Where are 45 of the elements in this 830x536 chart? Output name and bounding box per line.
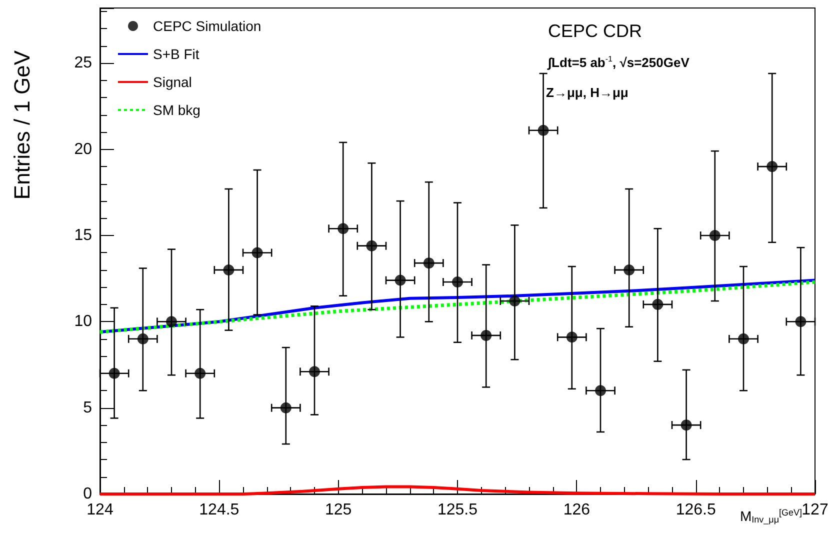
point [795,316,806,328]
annotation: Z→μμ, H→μμ [546,85,628,100]
point [595,385,606,396]
point [280,402,292,414]
y-axis-title: Entries / 1 GeV [10,50,34,200]
point [709,230,720,241]
x-tick-label: 126.5 [676,502,716,518]
point [566,332,578,343]
point [423,258,434,269]
point [137,333,148,344]
x-tick-label: 124.5 [199,502,240,518]
point [194,368,206,379]
point [309,366,320,378]
annotation: CEPC CDR [548,21,642,41]
point [338,223,349,234]
point [509,295,520,306]
y-tick-label: 25 [74,54,92,72]
point [366,240,378,252]
y-tick-label: 10 [74,313,92,330]
y-tick-label: 5 [83,399,92,416]
point [624,264,635,276]
x-tick-label: 126 [563,502,590,518]
x-tick-label: 125 [324,502,352,518]
legend-label: SM bkg [153,102,200,118]
point [223,264,234,276]
x-tick-label: 125.5 [437,502,478,518]
point [480,330,492,341]
point [394,274,406,286]
point [652,298,664,310]
point [252,247,263,258]
y-tick-label: 20 [74,140,92,158]
y-tick-label: 0 [83,486,92,502]
point [452,276,463,288]
x-tick-label: 124 [86,502,114,518]
point [738,333,749,344]
point [108,368,120,379]
point [166,316,177,328]
point [538,124,549,136]
y-tick-label: 15 [74,226,92,244]
legend-label: S+B Fit [153,46,200,62]
point [766,161,778,172]
legend-label: Signal [153,74,192,90]
legend-label: CEPC Simulation [153,18,262,34]
point [680,420,692,431]
x-tick-label: 127 [802,502,828,518]
